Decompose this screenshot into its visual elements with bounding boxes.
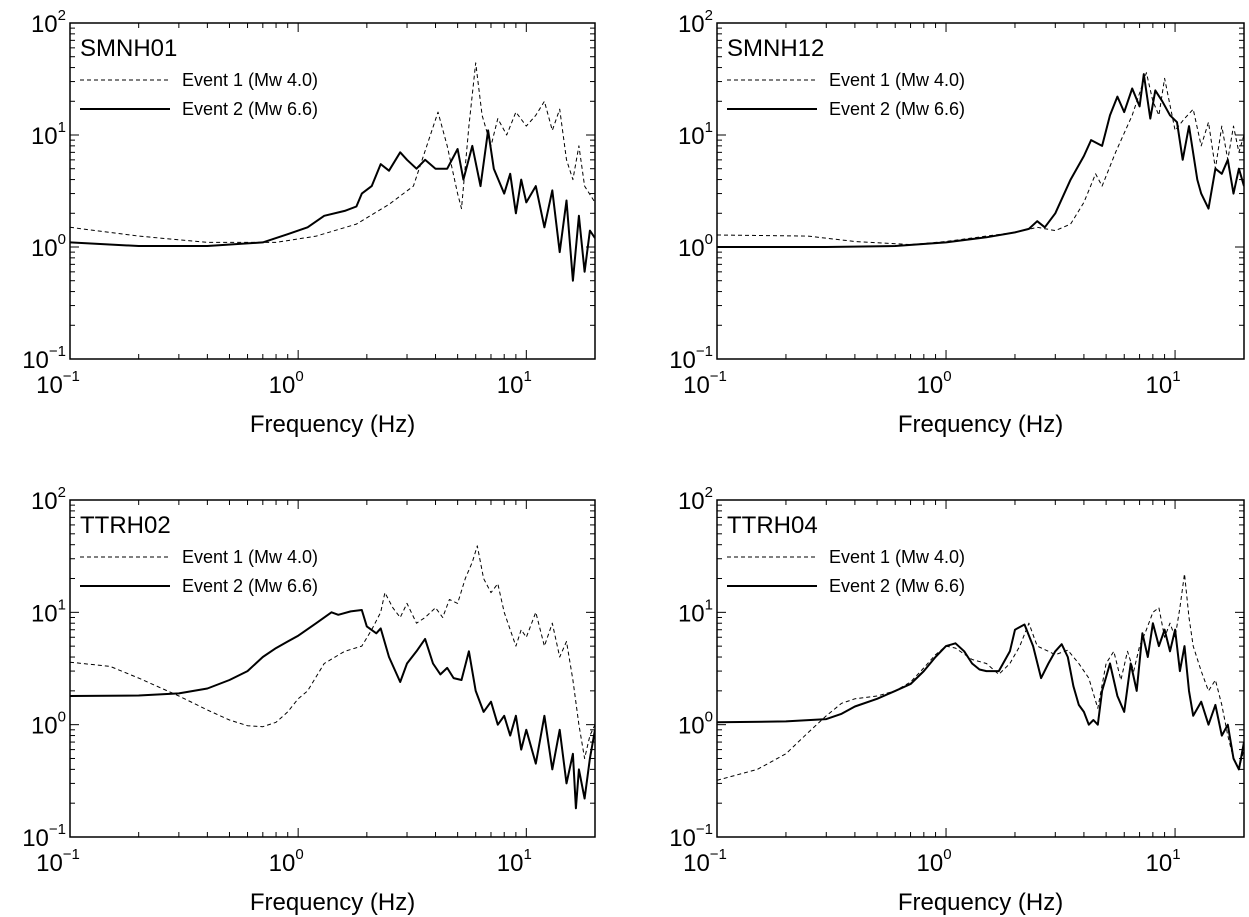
x-axis-label: Frequency (Hz) <box>898 411 1063 438</box>
y-tick-label: 101 <box>678 119 713 150</box>
y-tick-label: 102 <box>678 7 713 38</box>
x-tick-label: 100 <box>917 368 952 399</box>
axis-ticks <box>69 499 596 838</box>
station-label: TTRH04 <box>727 512 818 539</box>
axis-ticks <box>716 22 1245 360</box>
y-tick-label: 102 <box>31 484 66 515</box>
y-tick-label: 10−1 <box>669 343 713 374</box>
legend-label-event-2: Event 2 (Mw 6.6) <box>829 576 965 596</box>
y-tick-label: 100 <box>31 231 66 262</box>
legend-label-event-1: Event 1 (Mw 4.0) <box>182 547 318 567</box>
legend-label-event-1: Event 1 (Mw 4.0) <box>182 70 318 90</box>
x-axis-label: Frequency (Hz) <box>250 889 415 916</box>
x-axis-label: Frequency (Hz) <box>250 411 415 438</box>
y-tick-label: 10−1 <box>22 343 66 374</box>
y-tick-label: 102 <box>678 484 713 515</box>
y-tick-label: 10−1 <box>669 821 713 852</box>
legend: Event 1 (Mw 4.0) Event 2 (Mw 6.6) <box>80 547 318 596</box>
plot-frame <box>716 499 1245 838</box>
series-line-event-2 <box>717 622 1244 771</box>
x-tick-label: 101 <box>1146 846 1181 877</box>
station-label: SMNH12 <box>727 35 824 62</box>
legend: Event 1 (Mw 4.0) Event 2 (Mw 6.6) <box>80 70 318 119</box>
x-tick-label: 10−1 <box>683 368 727 399</box>
x-tick-label: 10−1 <box>36 846 80 877</box>
plot-frame <box>69 499 596 838</box>
legend-label-event-2: Event 2 (Mw 6.6) <box>829 99 965 119</box>
legend: Event 1 (Mw 4.0) Event 2 (Mw 6.6) <box>727 70 965 119</box>
y-tick-label: 101 <box>678 596 713 627</box>
y-tick-label: 100 <box>31 709 66 740</box>
plot-frame <box>69 22 596 360</box>
series-line-event-1 <box>70 62 595 243</box>
legend-label-event-2: Event 2 (Mw 6.6) <box>182 99 318 119</box>
x-tick-label: 100 <box>269 368 304 399</box>
x-tick-label: 10−1 <box>683 846 727 877</box>
series-line-event-2 <box>717 73 1244 248</box>
y-tick-label: 101 <box>31 596 66 627</box>
y-tick-label: 10−1 <box>22 821 66 852</box>
axis-ticks <box>716 499 1245 838</box>
x-tick-label: 100 <box>917 846 952 877</box>
legend: Event 1 (Mw 4.0) Event 2 (Mw 6.6) <box>727 547 965 596</box>
series-line-event-1 <box>717 573 1244 781</box>
x-axis-label: Frequency (Hz) <box>898 889 1063 916</box>
panel-smnh12: 10−1 100 101 10−1 100 101 102 Frequency (Hz) SMN… <box>669 7 1245 438</box>
y-tick-label: 100 <box>678 709 713 740</box>
series-line-event-1 <box>717 72 1244 246</box>
x-tick-label: 10−1 <box>36 368 80 399</box>
axis-ticks <box>69 22 596 360</box>
series-line-event-1 <box>70 545 595 759</box>
station-label: TTRH02 <box>80 512 171 539</box>
x-tick-label: 101 <box>1146 368 1181 399</box>
legend-label-event-1: Event 1 (Mw 4.0) <box>829 70 965 90</box>
y-tick-label: 101 <box>31 119 66 150</box>
x-tick-label: 101 <box>497 368 532 399</box>
series-line-event-2 <box>70 609 595 810</box>
panel-ttrh04: 10−1 100 101 10−1 100 101 102 Frequency (Hz) TTR… <box>669 484 1245 916</box>
panel-smnh01: 10−1 100 101 10−1 100 101 102 Frequency (Hz) SMN… <box>22 7 596 438</box>
series-line-event-2 <box>70 129 595 282</box>
station-label: SMNH01 <box>80 35 177 62</box>
x-tick-label: 101 <box>497 846 532 877</box>
legend-label-event-1: Event 1 (Mw 4.0) <box>829 547 965 567</box>
y-tick-label: 100 <box>678 231 713 262</box>
y-tick-label: 102 <box>31 7 66 38</box>
panel-ttrh02: 10−1 100 101 10−1 100 101 102 Frequency (Hz) TTR… <box>22 484 596 916</box>
x-tick-label: 100 <box>269 846 304 877</box>
legend-label-event-2: Event 2 (Mw 6.6) <box>182 576 318 596</box>
plot-frame <box>716 22 1245 360</box>
